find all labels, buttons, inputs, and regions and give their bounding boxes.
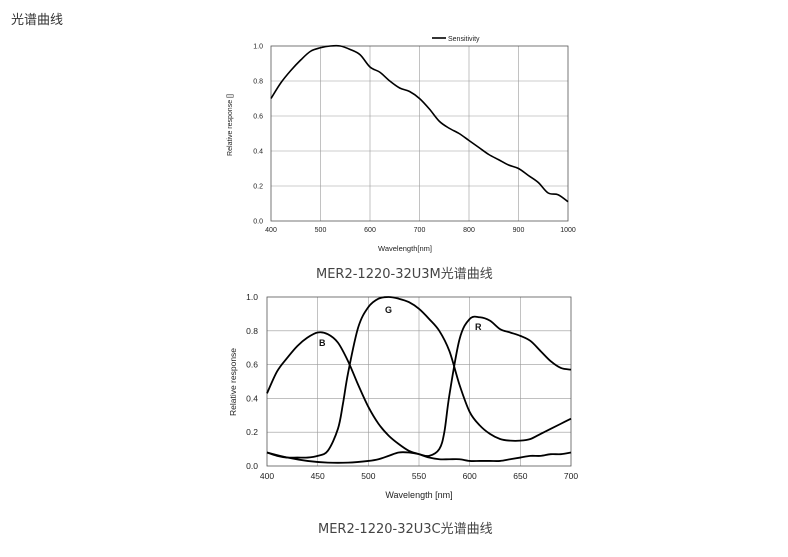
mono-spectral-chart: 0.0 0.2 0.4 0.6 0.8 1.0 400 500 600 700 800 900 100… [227, 36, 576, 253]
chart2-series-group [266, 296, 572, 464]
c1-y-tick-label: 0.2 [253, 183, 263, 190]
c2-series-line-g [266, 296, 572, 459]
c2-series-line-r [266, 315, 572, 464]
c2-y-tick-label: 0.2 [246, 427, 258, 437]
c1-x-tick-label: 400 [265, 227, 277, 234]
color-spectral-chart: 0.0 0.2 0.4 0.6 0.8 1.0 400 450 500 550 600 650 700… [228, 292, 578, 500]
c2-x-tick-label: 650 [513, 471, 527, 481]
chart1-grid [271, 46, 568, 221]
c1-series-line-sensitivity [270, 44, 569, 203]
chart2-x-axis-label: Wavelength [nm] [385, 490, 452, 500]
chart1-y-axis-label: Relative response [] [227, 94, 234, 156]
c2-y-tick-label: 0.8 [246, 326, 258, 336]
chart1-series-group [270, 44, 569, 203]
c2-x-tick-label: 700 [564, 471, 578, 481]
chart2-y-axis-label: Relative response [228, 348, 238, 416]
c2-x-tick-label: 550 [412, 471, 426, 481]
chart1-x-tick-labels: 400 500 600 700 800 900 1000 [265, 227, 576, 234]
c1-y-tick-label: 0.4 [253, 148, 263, 155]
c1-x-tick-label: 900 [513, 227, 525, 234]
c1-x-tick-label: 500 [315, 227, 327, 234]
c1-x-tick-label: 600 [364, 227, 376, 234]
chart1-plot-frame [270, 45, 569, 222]
c2-x-tick-label: 600 [463, 471, 477, 481]
c1-y-tick-label: 0.6 [253, 113, 263, 120]
page-heading: 光谱曲线 [11, 13, 64, 28]
chart2-grid [267, 297, 571, 466]
chart1-legend-label: Sensitivity [448, 36, 480, 43]
c2-x-tick-label: 500 [361, 471, 375, 481]
c2-x-tick-label: 400 [260, 471, 274, 481]
chart2-y-tick-labels: 0.0 0.2 0.4 0.6 0.8 1.0 [246, 292, 258, 471]
c1-x-tick-label: 800 [463, 227, 475, 234]
c1-y-tick-label: 0.8 [253, 78, 263, 85]
chart2-plot-frame [266, 296, 572, 467]
chart1-legend: Sensitivity [432, 36, 480, 43]
c2-y-tick-label: 0.4 [246, 393, 258, 403]
color-chart-caption: MER2-1220-32U3C光谱曲线 [318, 522, 493, 537]
c2-y-tick-label: 1.0 [246, 292, 258, 302]
series-label-g: G [385, 305, 392, 315]
c2-x-tick-label: 450 [311, 471, 325, 481]
series-label-b: B [319, 338, 326, 348]
chart2-x-tick-labels: 400 450 500 550 600 650 700 [260, 471, 578, 481]
c1-y-tick-label: 0.0 [253, 218, 263, 225]
c1-x-tick-label: 700 [414, 227, 426, 234]
c2-y-tick-label: 0.0 [246, 461, 258, 471]
series-label-r: R [475, 322, 482, 332]
c2-y-tick-label: 0.6 [246, 360, 258, 370]
chart1-x-axis-label: Wavelength[nm] [378, 244, 432, 253]
mono-chart-caption: MER2-1220-32U3M光谱曲线 [316, 267, 493, 282]
c1-x-tick-label: 1000 [560, 227, 576, 234]
c1-y-tick-label: 1.0 [253, 43, 263, 50]
chart1-y-tick-labels: 0.0 0.2 0.4 0.6 0.8 1.0 [253, 43, 263, 225]
